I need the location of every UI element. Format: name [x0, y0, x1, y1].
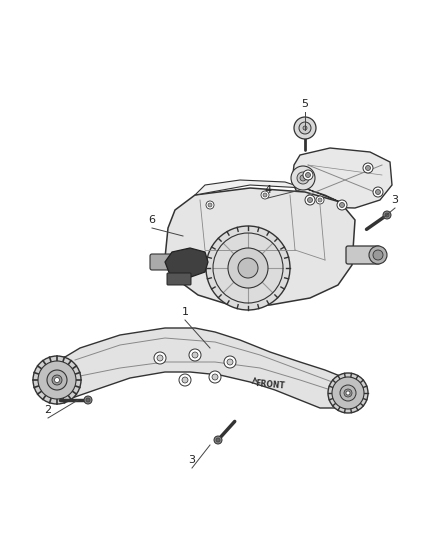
Text: 6: 6: [148, 215, 155, 225]
Circle shape: [318, 198, 322, 202]
FancyBboxPatch shape: [150, 254, 172, 270]
Circle shape: [383, 211, 391, 219]
Polygon shape: [165, 188, 355, 305]
Circle shape: [192, 352, 198, 358]
Circle shape: [227, 359, 233, 365]
Circle shape: [261, 191, 269, 199]
Circle shape: [316, 196, 324, 204]
Circle shape: [340, 385, 356, 401]
Text: 3: 3: [392, 195, 399, 205]
Circle shape: [373, 187, 383, 197]
Circle shape: [291, 166, 315, 190]
Circle shape: [224, 356, 236, 368]
Circle shape: [84, 396, 92, 404]
Circle shape: [375, 190, 381, 195]
Circle shape: [300, 175, 306, 181]
Circle shape: [154, 352, 166, 364]
Circle shape: [299, 122, 311, 134]
Circle shape: [297, 172, 309, 184]
Polygon shape: [50, 328, 355, 408]
Circle shape: [212, 374, 218, 380]
Circle shape: [328, 373, 368, 413]
Circle shape: [365, 166, 371, 171]
Circle shape: [373, 250, 383, 260]
Circle shape: [47, 370, 67, 390]
Text: 2: 2: [44, 405, 52, 415]
Circle shape: [238, 258, 258, 278]
Circle shape: [369, 246, 387, 264]
Circle shape: [86, 398, 90, 402]
Text: 3: 3: [188, 455, 195, 465]
Circle shape: [307, 198, 312, 203]
Circle shape: [206, 201, 214, 209]
Circle shape: [363, 163, 373, 173]
Circle shape: [263, 193, 267, 197]
Circle shape: [294, 117, 316, 139]
Circle shape: [209, 371, 221, 383]
Circle shape: [206, 226, 290, 310]
Circle shape: [216, 438, 220, 442]
Circle shape: [179, 374, 191, 386]
Circle shape: [332, 377, 364, 409]
Text: FRONT: FRONT: [255, 379, 285, 391]
Circle shape: [344, 389, 352, 397]
Circle shape: [52, 375, 62, 385]
Polygon shape: [195, 180, 340, 202]
FancyBboxPatch shape: [167, 273, 191, 285]
Circle shape: [385, 213, 389, 217]
Circle shape: [38, 361, 76, 399]
Text: 4: 4: [265, 185, 272, 195]
Circle shape: [214, 436, 222, 444]
Circle shape: [228, 248, 268, 288]
Polygon shape: [292, 148, 392, 208]
Circle shape: [189, 349, 201, 361]
Circle shape: [54, 377, 60, 383]
Circle shape: [346, 391, 350, 395]
Polygon shape: [165, 248, 208, 278]
Circle shape: [303, 126, 307, 130]
Text: 5: 5: [301, 99, 308, 109]
Circle shape: [303, 170, 313, 180]
Circle shape: [33, 356, 81, 404]
Circle shape: [182, 377, 188, 383]
Text: 1: 1: [181, 307, 188, 317]
FancyBboxPatch shape: [346, 246, 380, 264]
Circle shape: [337, 200, 347, 210]
Circle shape: [208, 203, 212, 207]
Circle shape: [305, 195, 315, 205]
Circle shape: [339, 203, 345, 207]
Circle shape: [157, 355, 163, 361]
Circle shape: [305, 173, 311, 177]
